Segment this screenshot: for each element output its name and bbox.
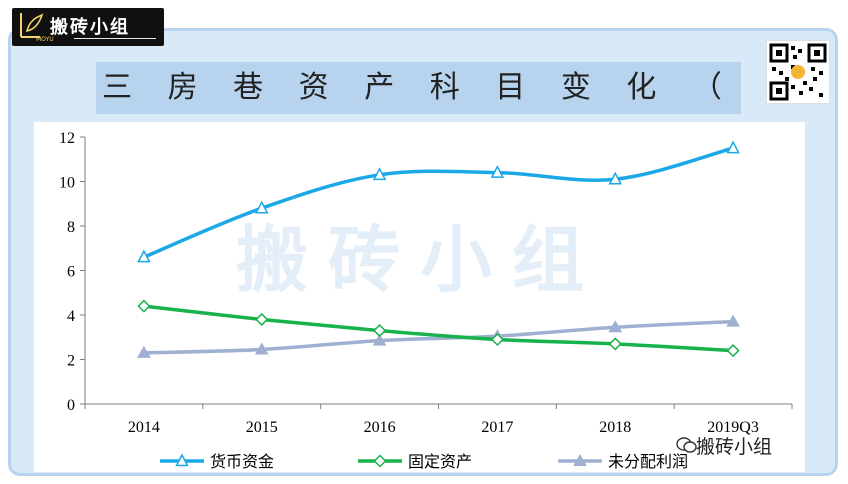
series-line xyxy=(143,146,734,259)
y-tick-label: 8 xyxy=(67,219,75,236)
data-point xyxy=(137,299,151,313)
series-2 xyxy=(137,299,740,358)
data-point xyxy=(608,171,622,185)
data-point xyxy=(137,249,151,263)
data-point xyxy=(608,337,622,351)
brand-sub: MOYU xyxy=(36,36,54,43)
chart-watermark: 搬砖小组 xyxy=(236,218,604,302)
y-tick-label: 2 xyxy=(67,353,75,370)
y-tick-label: 10 xyxy=(59,175,75,192)
x-tick-label: 2014 xyxy=(128,419,160,436)
brand-badge: 搬砖小组 MOYU xyxy=(12,8,164,46)
legend-marker xyxy=(175,453,189,467)
series-layer xyxy=(137,140,740,358)
data-point xyxy=(254,342,269,355)
legend-label: 货币资金 xyxy=(210,452,274,471)
brand-logo-icon xyxy=(20,13,44,38)
x-tick-label: 2017 xyxy=(481,419,513,436)
x-tick-label: 2018 xyxy=(599,419,631,436)
legend-label: 未分配利润 xyxy=(608,452,688,471)
data-point xyxy=(726,344,740,358)
data-point xyxy=(137,345,151,358)
series-1 xyxy=(137,140,740,263)
data-point xyxy=(255,200,269,214)
data-point xyxy=(490,164,505,178)
brand-name: 搬砖小组 xyxy=(50,17,130,38)
x-tick-label: 2015 xyxy=(246,419,278,436)
corner-label: 搬砖小组 xyxy=(696,436,773,458)
qr-code-icon xyxy=(766,40,830,104)
legend-item: 货币资金 xyxy=(160,452,274,471)
x-tick-label: 2019Q3 xyxy=(707,419,759,436)
data-point xyxy=(372,333,387,346)
wechat-icon xyxy=(676,437,697,453)
series-3 xyxy=(137,314,740,358)
series-line xyxy=(143,304,734,353)
plot-area xyxy=(34,122,805,472)
y-tick-label: 12 xyxy=(59,130,75,147)
y-tick-label: 0 xyxy=(67,397,75,414)
legend-item: 未分配利润 xyxy=(558,452,688,471)
legend-item: 固定资产 xyxy=(358,452,472,471)
axes: 0 2 4 6 8 10 12 2014 2015 2016 2017 2018 2019Q3 xyxy=(59,130,793,436)
data-point xyxy=(490,332,504,347)
data-point xyxy=(726,314,740,327)
x-tick-label: 2016 xyxy=(364,419,396,436)
series-line xyxy=(143,319,734,355)
data-point xyxy=(372,167,387,181)
legend-label: 固定资产 xyxy=(408,452,472,471)
y-tick-label: 6 xyxy=(67,264,75,281)
data-point xyxy=(726,140,740,154)
legend: 货币资金 固定资产 未分配利润 xyxy=(160,452,688,471)
y-tick-label: 4 xyxy=(67,308,75,325)
title-banner: 三 房 巷 资 产 科 目 变 化 （ 亿 元 ） xyxy=(96,62,741,157)
data-point xyxy=(608,320,623,333)
data-point xyxy=(255,312,269,327)
brand-rule xyxy=(74,38,156,39)
legend-marker xyxy=(373,454,387,468)
data-point xyxy=(373,324,387,338)
legend-marker xyxy=(573,453,587,466)
